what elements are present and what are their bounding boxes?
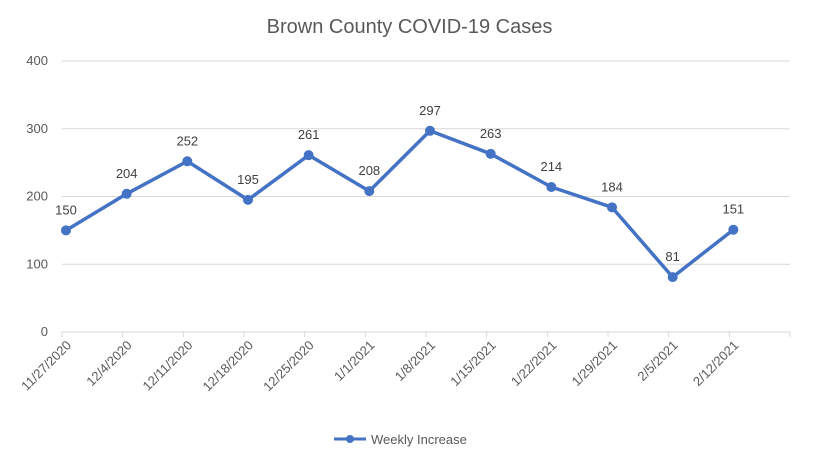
data-point [425,125,435,136]
data-point [182,156,193,167]
data-label: 214 [540,159,562,174]
data-point [546,182,557,193]
data-label: 208 [358,163,380,178]
y-tick-label: 200 [26,189,48,204]
x-tick-label: 12/18/2020 [199,338,256,395]
y-tick-label: 100 [26,256,48,271]
x-tick-label: 1/22/2021 [508,338,560,390]
x-tick-label: 1/15/2021 [447,338,499,390]
x-tick-label: 1/29/2021 [569,338,621,390]
data-label: 81 [665,249,679,264]
data-point [61,225,71,236]
x-tick-label: 1/1/2021 [331,338,377,384]
data-point [364,186,375,197]
data-label: 184 [601,179,623,194]
data-labels: 150 204 252 195 261 208 297 263 214 184 81 151 [55,103,744,264]
legend: Weekly Increase [334,432,467,447]
data-point [243,194,253,205]
data-label: 263 [480,126,502,141]
y-tick-label: 300 [26,121,48,136]
y-axis: 0 100 200 300 400 [26,53,48,339]
data-label: 297 [419,103,441,118]
x-tick-label: 11/27/2020 [18,338,74,394]
x-tick-label: 12/11/2020 [140,338,196,394]
data-label: 151 [722,202,744,217]
series-line [64,129,736,279]
y-tick-label: 400 [26,53,48,68]
series-layer [61,125,739,283]
x-tick-label: 2/12/2021 [690,338,742,390]
x-tick-label: 2/5/2021 [634,338,680,384]
x-tick-label: 12/25/2020 [260,338,317,395]
data-label: 204 [116,166,138,181]
data-point [485,148,496,159]
data-point [121,188,132,199]
x-axis: 11/27/2020 12/4/2020 12/11/2020 12/18/2020 1… [18,332,791,395]
y-tick-label: 0 [41,324,48,339]
gridlines [62,60,790,333]
data-label: 195 [237,172,259,187]
data-label: 261 [298,127,320,142]
data-label: 252 [176,133,198,148]
x-tick-label: 1/8/2021 [392,338,438,384]
data-point [728,224,739,235]
data-point [667,272,678,283]
legend-marker-dot [346,435,354,443]
data-point [607,202,617,213]
legend-label: Weekly Increase [371,432,467,447]
chart-title: Brown County COVID-19 Cases [267,16,553,38]
data-label: 150 [55,202,77,217]
data-point [303,150,314,161]
x-tick-label: 12/4/2020 [83,338,135,390]
